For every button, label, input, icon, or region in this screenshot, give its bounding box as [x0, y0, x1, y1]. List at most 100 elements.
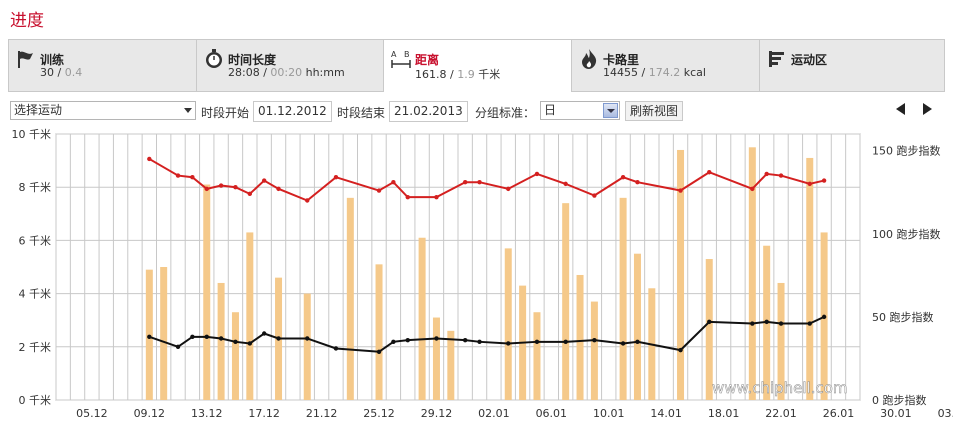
black-series-point [204, 334, 209, 340]
tab-distance-value: 161.8 / 1.9 千米 [415, 68, 501, 81]
group-select[interactable]: 日 [540, 101, 620, 120]
right-tick-label: 150 跑步指数 [872, 144, 941, 158]
svg-text:A: A [391, 50, 397, 59]
x-tick-label: 14.01 [650, 407, 682, 420]
red-series-line [148, 158, 825, 202]
distance-icon: A B [391, 50, 411, 68]
x-tick-label: 25.12 [363, 407, 395, 420]
end-label: 时段结束 [337, 106, 386, 120]
sport-select-value: 选择运动 [14, 103, 63, 117]
distance-bar [705, 259, 713, 400]
black-series-point [462, 337, 468, 343]
x-tick-label: 29.12 [421, 407, 453, 420]
red-series-point [778, 173, 784, 178]
x-tick-label: 21.12 [306, 407, 338, 420]
black-series-point [147, 334, 152, 340]
left-tick-label: 10 千米 [12, 128, 52, 141]
distance-bar [418, 237, 426, 400]
distance-bar [533, 312, 541, 400]
black-series-point [534, 339, 540, 345]
sport-select[interactable]: 选择运动 [10, 101, 196, 120]
distance-bar [246, 232, 254, 400]
tab-calories-value: 14455 / 174.2 kcal [603, 66, 706, 79]
tab-duration-label: 时间长度 [228, 53, 277, 67]
tab-training-value: 30 / 0.4 [40, 66, 83, 79]
red-series-point [592, 193, 597, 198]
distance-bar [562, 203, 570, 400]
red-series-point [276, 186, 281, 192]
chevron-down-icon [184, 108, 192, 113]
chart-lines [147, 156, 827, 354]
black-series-point [405, 337, 410, 343]
distance-bar [633, 253, 641, 400]
tab-zones[interactable]: 运动区 [760, 40, 944, 91]
x-tick-label: 26.01 [823, 407, 855, 420]
end-date-field[interactable]: 21.02.2013 [389, 101, 468, 122]
distance-bar [375, 264, 383, 400]
page-title: 进度 [10, 11, 44, 31]
black-series-line [148, 315, 825, 353]
tab-calories-label: 卡路里 [603, 53, 640, 67]
red-series-point [261, 178, 267, 183]
tab-calories[interactable]: 卡路里 14455 / 174.2 kcal [572, 40, 760, 91]
previous-arrow-icon[interactable] [896, 103, 905, 115]
distance-bar [217, 282, 225, 400]
red-series-point [147, 156, 152, 162]
x-tick-label: 10.01 [593, 407, 625, 420]
left-tick-label: 6 千米 [19, 234, 52, 247]
tab-training-label: 训练 [40, 53, 65, 67]
metric-tabs: 训练 30 / 0.4 时间长度 28:08 / 00:20 hh:mm A B… [8, 39, 945, 92]
red-series-point [462, 180, 468, 185]
x-tick-label: 03.02 [938, 407, 953, 420]
distance-bar [777, 282, 785, 400]
red-series-point [821, 178, 827, 183]
tab-duration[interactable]: 时间长度 28:08 / 00:20 hh:mm [197, 40, 384, 91]
distance-bar [576, 274, 584, 400]
refresh-button[interactable]: 刷新视图 [625, 101, 684, 121]
red-series-point [190, 175, 195, 180]
group-select-value: 日 [544, 103, 557, 117]
x-tick-label: 30.01 [880, 407, 912, 420]
black-series-point [434, 336, 439, 341]
tab-training[interactable]: 训练 30 / 0.4 [9, 40, 197, 91]
red-series-point [764, 171, 769, 177]
start-date-field[interactable]: 01.12.2012 [253, 101, 332, 122]
red-series-point [204, 186, 209, 192]
left-axis: 0 千米 2 千米 4 千米 6 千米 8 千米 10 千米 [12, 128, 52, 407]
black-series-point [506, 341, 511, 346]
right-axis: 0 跑步指数 50 跑步指数 100 跑步指数 150 跑步指数 [872, 144, 941, 407]
red-series-point [807, 181, 812, 187]
red-series-point [563, 181, 568, 187]
tab-distance[interactable]: A B 距离 161.8 / 1.9 千米 [384, 40, 572, 92]
next-arrow-icon[interactable] [923, 103, 932, 115]
black-series-point [807, 321, 812, 326]
x-tick-label: 18.01 [708, 407, 740, 420]
black-series-point [563, 339, 568, 345]
black-series-point [391, 339, 396, 345]
right-tick-label: 100 跑步指数 [872, 227, 941, 241]
flag-icon [18, 51, 33, 68]
dropdown-arrow-icon [603, 103, 618, 118]
distance-bar [504, 248, 512, 400]
black-series-point [276, 336, 281, 341]
red-series-point [707, 170, 712, 175]
black-series-point [821, 314, 827, 320]
red-series-point [233, 185, 238, 190]
right-tick-label: 50 跑步指数 [872, 310, 934, 324]
tab-zones-label: 运动区 [791, 53, 828, 67]
black-series-point [477, 339, 482, 345]
tab-duration-value: 28:08 / 00:20 hh:mm [228, 66, 345, 79]
distance-bar [748, 147, 756, 400]
x-tick-label: 13.12 [191, 407, 223, 420]
distance-bar [346, 197, 354, 400]
distance-bar [806, 157, 814, 400]
x-tick-label: 05.12 [76, 407, 108, 420]
stopwatch-icon [206, 49, 222, 68]
black-series-point [707, 319, 712, 325]
red-series-point [376, 188, 382, 193]
distance-bar [432, 317, 440, 400]
distance-bars [145, 147, 828, 400]
left-tick-label: 4 千米 [19, 288, 52, 301]
x-tick-label: 06.01 [536, 407, 568, 420]
black-series-point [678, 347, 683, 353]
